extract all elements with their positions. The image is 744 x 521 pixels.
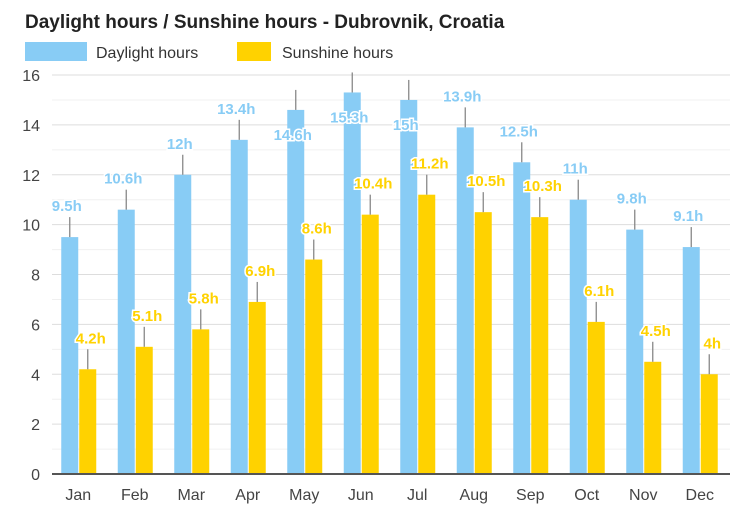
sunshine-bar	[531, 217, 549, 475]
daylight-bar	[682, 247, 700, 474]
legend-swatch-daylight	[25, 42, 87, 61]
sunshine-bar	[644, 361, 662, 474]
daylight-bar	[117, 209, 135, 474]
data-label: 8.6h	[302, 221, 332, 238]
daylight-bar	[61, 237, 79, 474]
data-label: 9.1h	[673, 208, 703, 225]
y-tick-label: 12	[22, 168, 40, 185]
x-tick-label: Sep	[516, 487, 545, 504]
sunshine-bar	[418, 194, 436, 474]
sunshine-bar	[248, 301, 266, 474]
daylight-bar	[174, 174, 192, 474]
data-label: 10.4h	[354, 176, 392, 193]
sunshine-bar	[474, 212, 492, 474]
x-tick-label: Apr	[235, 487, 261, 504]
y-tick-label: 8	[31, 268, 40, 285]
data-label: 15.3h	[330, 109, 368, 126]
data-label: 13.9h	[443, 88, 481, 105]
data-label: 13.4h	[217, 101, 255, 118]
data-label: 9.5h	[52, 198, 82, 215]
data-label: 10.5h	[467, 173, 505, 190]
x-tick-label: Feb	[121, 487, 149, 504]
daylight-bar	[343, 92, 361, 475]
x-tick-label: May	[289, 487, 319, 504]
sunshine-bar	[361, 214, 379, 474]
x-tick-label: Nov	[629, 487, 657, 504]
data-label: 9.8h	[617, 191, 647, 208]
sunshine-bar	[700, 374, 718, 474]
daylight-bar	[513, 162, 531, 474]
y-tick-label: 2	[31, 417, 40, 434]
sunshine-bar	[135, 346, 153, 474]
x-tick-label: Jul	[407, 487, 427, 504]
data-label: 12h	[167, 136, 193, 153]
daylight-bar	[569, 199, 587, 474]
daylight-bar	[230, 139, 248, 474]
legend-label-sunshine: Sunshine hours	[282, 45, 393, 62]
y-tick-label: 14	[22, 118, 40, 135]
data-label: 10.6h	[104, 171, 142, 188]
x-tick-label: Dec	[686, 487, 714, 504]
data-label: 12.5h	[500, 123, 538, 140]
x-tick-label: Mar	[177, 487, 205, 504]
sunshine-bar	[192, 329, 210, 474]
x-tick-label: Oct	[574, 487, 599, 504]
data-label: 11.2h	[411, 156, 449, 173]
x-tick-label: Jan	[65, 487, 91, 504]
data-label: 6.9h	[245, 263, 275, 280]
sunshine-bar	[587, 321, 605, 474]
data-label: 4.2h	[76, 330, 106, 347]
legend-swatch-sunshine	[237, 42, 271, 61]
sunshine-bar	[79, 369, 97, 474]
legend: Daylight hours Sunshine hours	[25, 42, 393, 62]
x-tick-label: Jun	[348, 487, 374, 504]
data-label: 15h	[393, 117, 419, 134]
data-label: 5.8h	[189, 290, 219, 307]
daylight-bar	[456, 127, 474, 475]
daylight-bar	[626, 229, 644, 474]
y-tick-label: 6	[31, 317, 40, 334]
y-tick-label: 16	[22, 68, 40, 85]
x-tick-label: Aug	[460, 487, 488, 504]
data-label: 4h	[703, 335, 721, 352]
daylight-bar	[400, 99, 418, 474]
data-label: 5.1h	[132, 308, 162, 325]
y-tick-label: 10	[22, 218, 40, 235]
data-label: 11h	[563, 161, 588, 178]
data-label: 14.6h	[274, 127, 312, 144]
legend-label-daylight: Daylight hours	[96, 45, 198, 62]
data-label: 10.3h	[524, 178, 562, 195]
data-label: 4.5h	[641, 323, 671, 340]
chart-title: Daylight hours / Sunshine hours - Dubrov…	[25, 12, 505, 33]
data-label: 6.1h	[584, 283, 614, 300]
sunshine-bar	[305, 259, 323, 474]
daylight-bar	[287, 109, 305, 474]
y-tick-label: 0	[31, 467, 40, 484]
y-tick-label: 4	[31, 367, 40, 384]
